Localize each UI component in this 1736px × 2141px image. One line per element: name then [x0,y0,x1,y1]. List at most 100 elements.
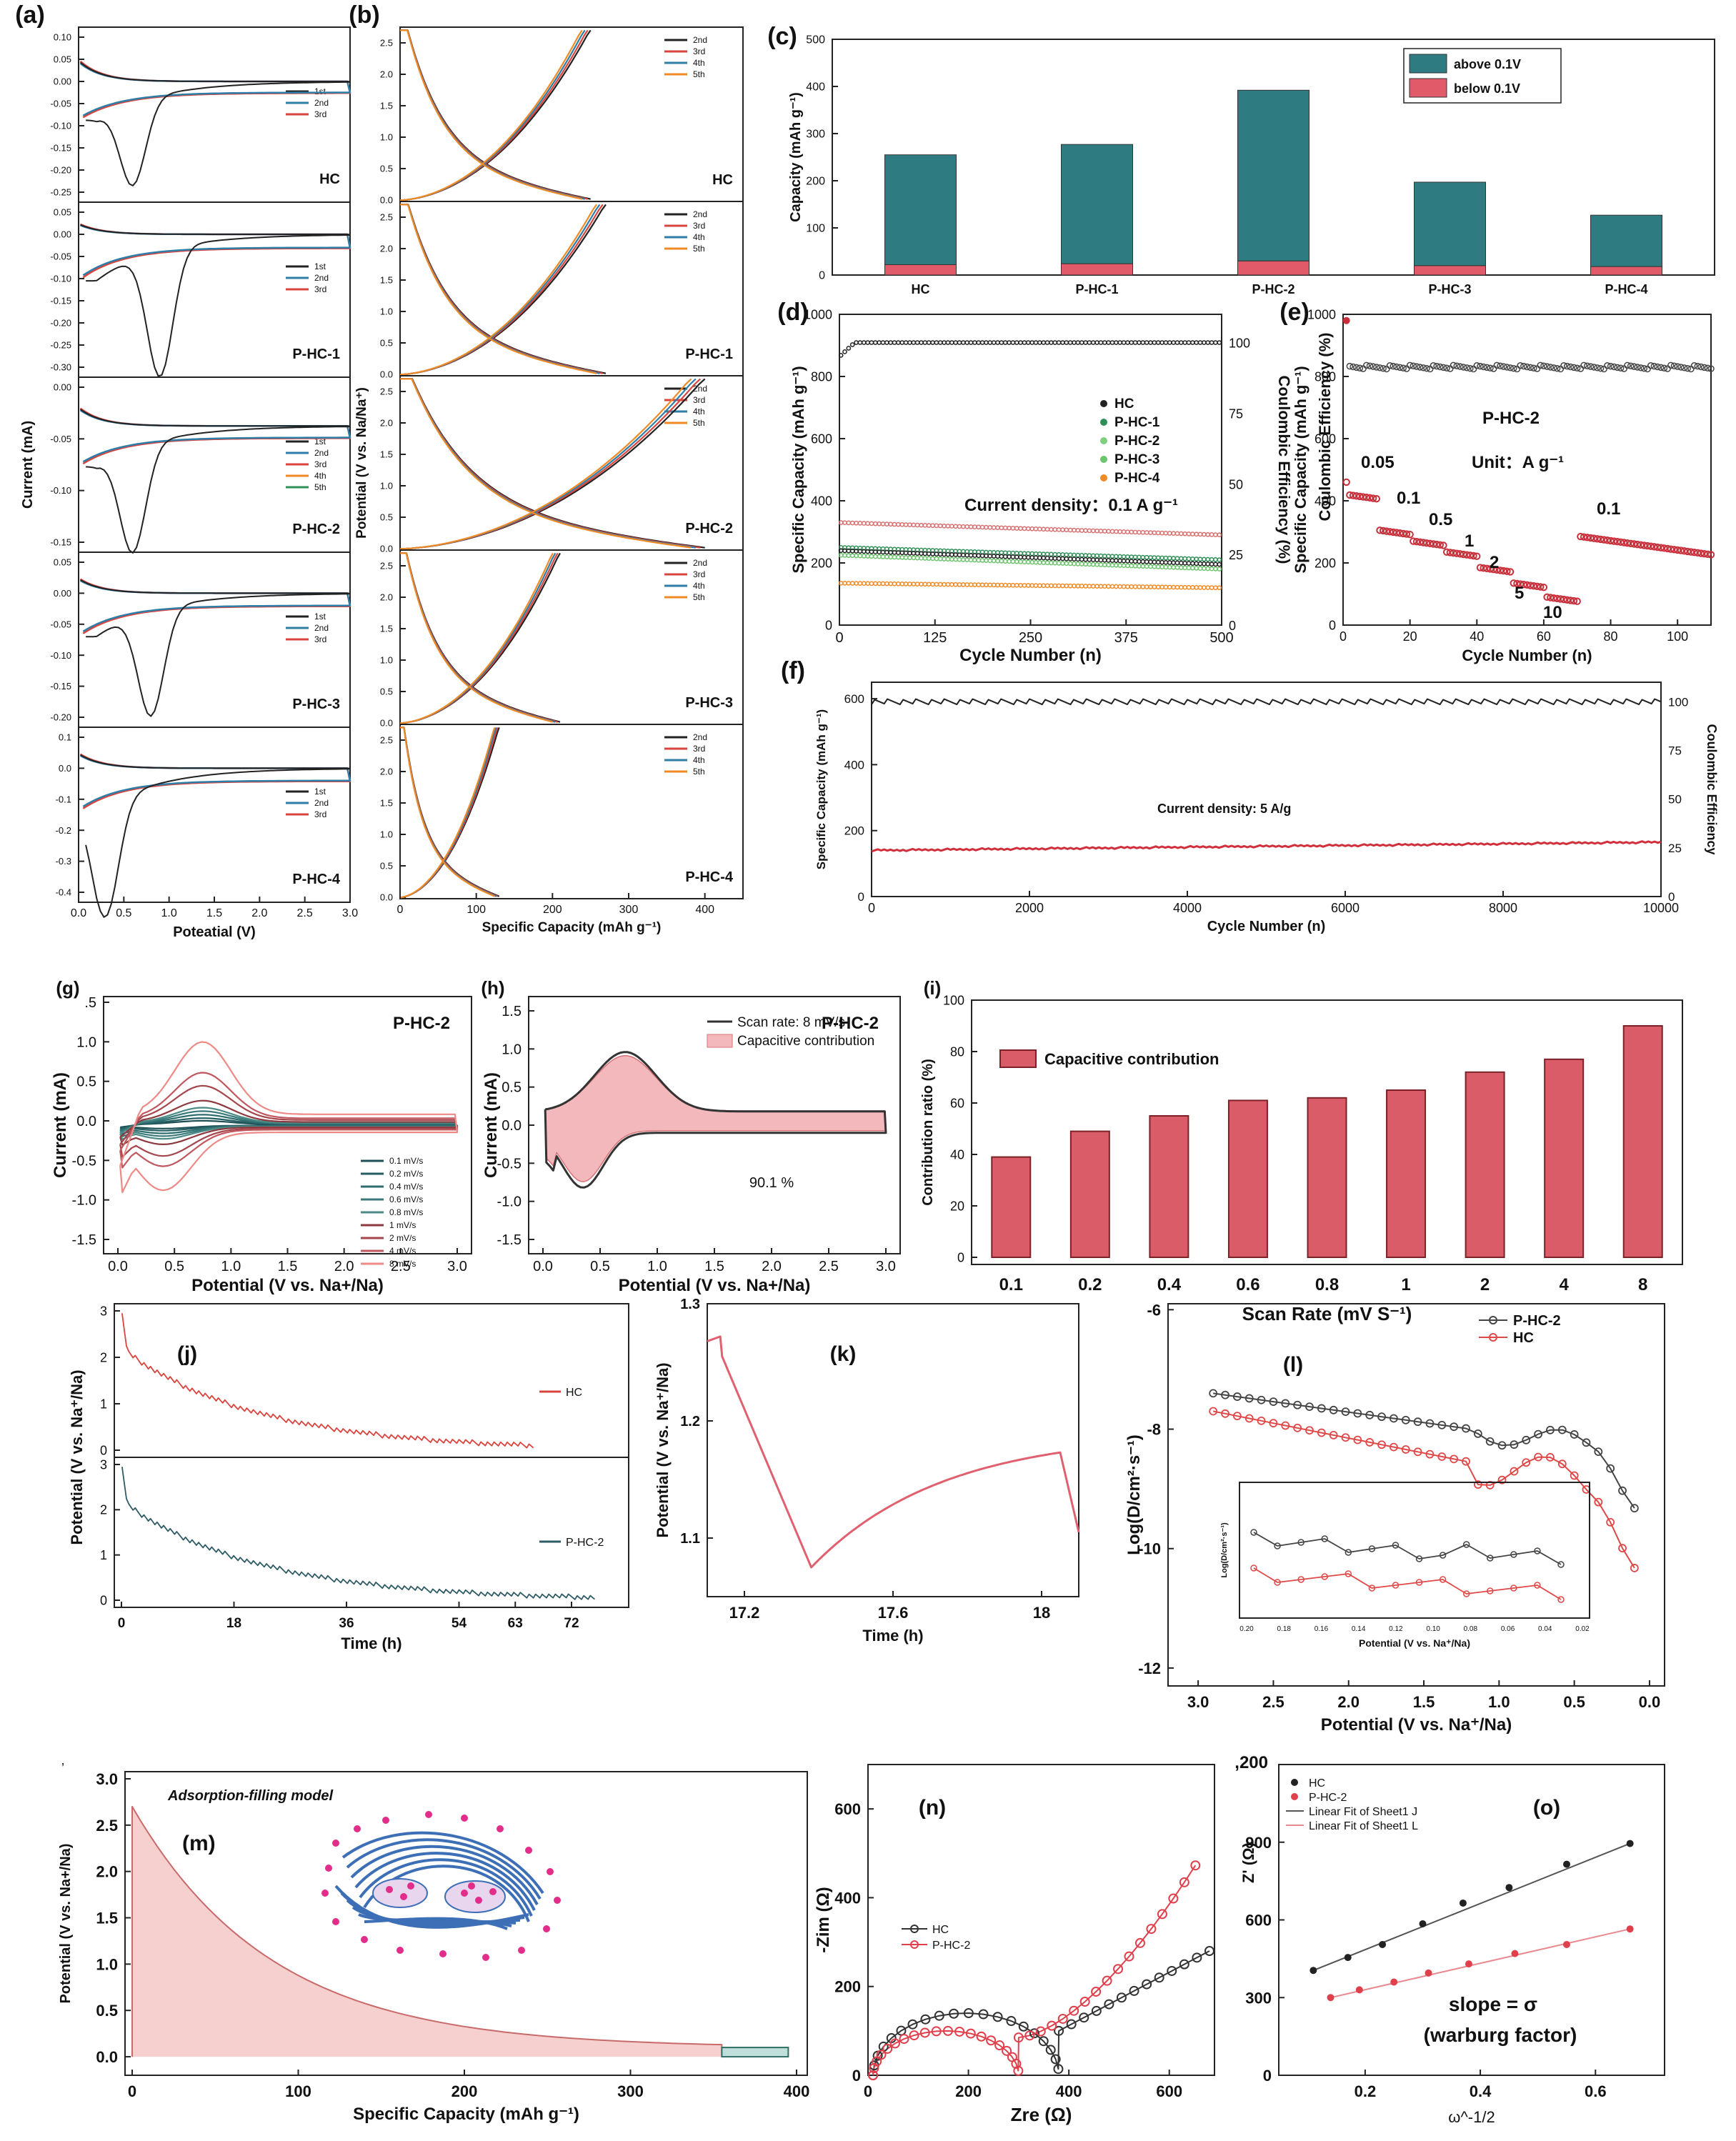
data-point [934,2010,944,2021]
y-tick-label: 200 [834,1978,861,1996]
x-tick-label: 3.0 [876,1259,896,1274]
sodium-ion [461,1815,468,1822]
data-point [857,581,863,586]
data-point [1102,1975,1112,1986]
data-point [1163,559,1169,565]
sodium-ion [321,1890,329,1897]
panel-label: (a) [15,1,45,29]
inset-frame [1239,1482,1590,1619]
x-tick-label: 100 [467,904,486,916]
x-tick-label: P-HC-3 [1428,282,1471,296]
ce-point [1346,362,1354,370]
data-point [899,554,905,560]
ce-point [1510,364,1517,372]
discharge-curve [400,378,697,549]
data-point [1083,557,1088,562]
data-point [1129,340,1134,345]
y-tick-label: 2.0 [380,244,393,254]
y-tick-label: 2.0 [380,767,393,777]
data-point [1190,1860,1201,1871]
data-point [1067,561,1073,567]
data-point [999,550,1004,555]
y-tick-label: 0.5 [380,687,393,697]
data-point [1213,557,1218,562]
legend-entry: P-HC-1 [1114,415,1160,430]
data-point [1007,525,1012,531]
data-point [892,581,897,587]
capacity-point [1470,552,1477,560]
y-tick-label: 1.5 [380,101,393,111]
bar [1149,1115,1189,1258]
data-point [1209,566,1214,572]
data-point [1033,551,1039,557]
data-point [934,582,939,587]
data-point [1060,561,1065,566]
legend-entry: 5th [693,244,705,254]
data-point [842,349,847,354]
data-point [907,582,912,587]
data-point [1129,584,1134,589]
data-point [945,557,951,562]
legend-swatch [1100,419,1107,426]
data-point [857,553,863,559]
data-point [1109,340,1115,345]
data-point [1029,2028,1039,2039]
data-point [914,340,920,345]
rate-label: 0.1 [1397,489,1420,508]
discharge-curve [400,552,558,723]
y-tick-label: 0.0 [380,369,393,380]
data-point [1152,530,1157,536]
y-tick-label: 0.00 [54,76,71,87]
data-point [1104,1999,1114,2010]
x-tick-label: 100 [1667,629,1688,644]
sodium-ion [439,1950,447,1957]
data-point [1353,1409,1362,1418]
y-tick-label: 600 [844,692,864,706]
data-point [1049,526,1054,532]
discharge-curve [400,727,497,897]
ce-point [1470,365,1477,373]
data-point [1167,555,1172,561]
y-tick-label: -0.10 [50,274,71,284]
data-point [1213,562,1218,567]
carbon-layer [354,1852,536,1911]
data-point [1557,1425,1567,1434]
sample-label: P-HC-2 [1482,409,1540,428]
x-tick-label: 0.0 [1639,1693,1661,1711]
capacity-point [1667,545,1675,553]
data-point [842,581,847,586]
capacity-point [1466,552,1475,559]
inset-point [1392,1582,1400,1589]
inset-point [1415,1555,1423,1562]
data-point [1557,1459,1567,1469]
data-point [1109,529,1115,534]
discharge-curve [400,204,597,374]
data-point [1305,1426,1314,1435]
data-point [960,340,966,345]
data-point [1182,560,1187,566]
y-tick-label: 2 [100,1350,107,1364]
data-point [1163,340,1169,345]
annotation: Current density：0.1 A g⁻¹ [964,496,1178,515]
data-point [1002,340,1008,345]
charge-curve [399,29,586,201]
y-tick-label: -0.15 [50,296,71,306]
data-point [945,340,951,345]
discharge-curve [400,727,499,897]
data-point [942,582,947,587]
data-point [914,555,920,561]
data-point [1121,563,1127,569]
data-point [957,524,962,529]
sodium-ion [407,1882,414,1890]
data-point [1171,556,1176,561]
data-point [1014,582,1019,588]
y-tick-label: -0.15 [50,537,71,548]
data-point [1035,2026,1046,2037]
y-tick-label: 0.5 [96,2002,118,2020]
y-tick-label: 400 [811,494,832,508]
data-point [1167,584,1172,590]
y2-tick-label: 100 [1668,695,1688,709]
data-point [1546,1453,1555,1462]
data-point [1038,2036,1049,2047]
capacity-point [1697,549,1705,557]
